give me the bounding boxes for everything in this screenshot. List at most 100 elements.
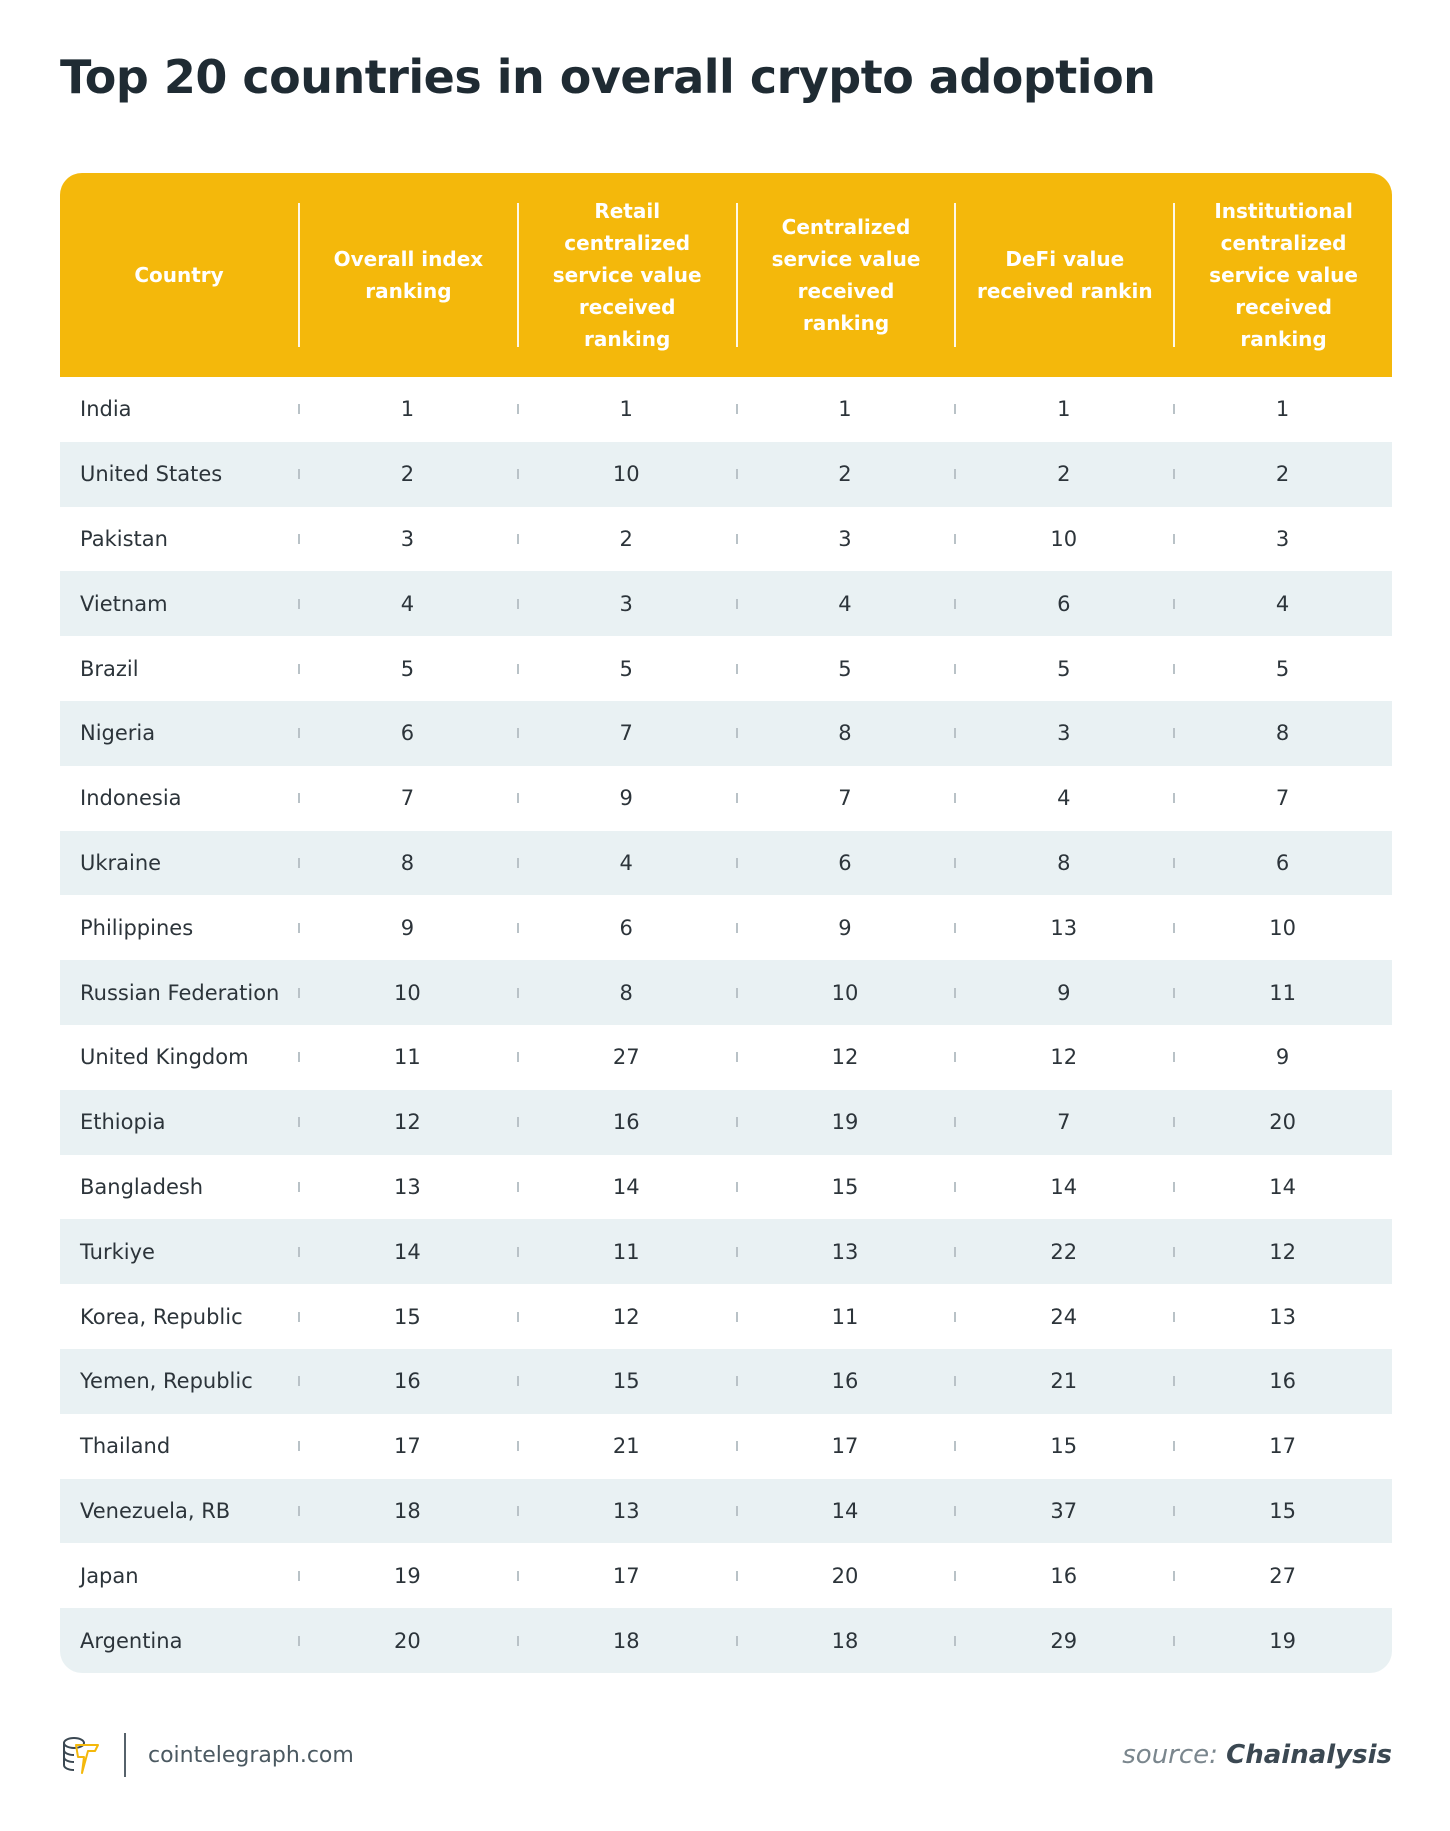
cell-value: 19 <box>1269 1628 1296 1653</box>
cell-centralized: 3 <box>735 507 955 572</box>
cell-value: United Kingdom <box>80 1045 249 1070</box>
cell-value: 2 <box>619 526 633 551</box>
cell-centralized: 20 <box>735 1543 955 1608</box>
cell-value: Yemen, Republic <box>80 1369 253 1394</box>
cell-value: 13 <box>831 1239 859 1264</box>
table-row: Philippines 9 6 9 13 10 <box>60 895 1392 960</box>
cell-overall: 8 <box>298 831 517 896</box>
cell-value: 22 <box>1050 1239 1078 1264</box>
cell-value: 19 <box>831 1110 859 1135</box>
cell-value: 21 <box>612 1434 640 1459</box>
cell-value: India <box>80 397 132 422</box>
cell-value: 11 <box>1269 980 1296 1005</box>
brand: cointelegraph.com <box>60 1733 354 1777</box>
cell-value: 7 <box>1057 1110 1071 1135</box>
cell-retail: 1 <box>516 377 736 442</box>
column-separator <box>516 1052 519 1063</box>
cell-institutional: 4 <box>1173 571 1392 636</box>
cell-overall: 18 <box>298 1479 517 1544</box>
cell-value: 1 <box>1275 397 1290 422</box>
rankings-table: Country Overall index ranking Retail cen… <box>60 173 1392 1673</box>
cell-value: 3 <box>1057 721 1071 746</box>
column-separator <box>735 1246 738 1257</box>
cell-value: 3 <box>1275 526 1290 551</box>
cell-country: Japan <box>60 1543 298 1608</box>
cell-overall: 12 <box>298 1090 517 1155</box>
cell-value: 12 <box>1269 1239 1296 1264</box>
column-separator <box>735 1441 738 1452</box>
column-separator <box>298 1376 300 1387</box>
cell-value: 1 <box>400 397 415 422</box>
cell-overall: 6 <box>298 701 517 766</box>
cell-retail: 21 <box>516 1414 736 1479</box>
column-separator <box>735 987 738 998</box>
cell-value: 11 <box>394 1045 421 1070</box>
cell-value: 9 <box>838 915 852 940</box>
column-separator <box>954 1052 957 1063</box>
cell-country: Brazil <box>60 636 298 701</box>
cell-value: 20 <box>831 1563 859 1588</box>
cell-value: Turkiye <box>80 1239 155 1264</box>
cell-country: United Kingdom <box>60 1025 298 1090</box>
column-separator <box>954 987 957 998</box>
cell-value: Argentina <box>80 1628 183 1653</box>
cell-retail: 16 <box>516 1090 736 1155</box>
cell-centralized: 10 <box>735 960 955 1025</box>
column-separator <box>954 1181 957 1192</box>
column-separator <box>298 1441 300 1452</box>
cell-country: Pakistan <box>60 507 298 572</box>
column-separator <box>516 1441 519 1452</box>
cell-retail: 7 <box>516 701 736 766</box>
cointelegraph-logo-icon <box>63 1737 99 1774</box>
cell-value: 17 <box>831 1434 859 1459</box>
cell-retail: 4 <box>516 831 736 896</box>
column-separator <box>1173 1376 1176 1387</box>
table-row: Bangladesh 13 14 15 14 14 <box>60 1155 1392 1220</box>
cell-retail: 12 <box>516 1284 736 1349</box>
cell-value: 15 <box>1050 1434 1078 1459</box>
cell-value: 11 <box>612 1239 640 1264</box>
cell-centralized: 16 <box>735 1349 955 1414</box>
column-separator <box>735 1376 738 1387</box>
cell-value: Brazil <box>80 656 139 681</box>
cell-retail: 10 <box>516 442 736 507</box>
cell-institutional: 11 <box>1173 960 1392 1025</box>
table-row: Russian Federation 10 8 10 9 11 <box>60 960 1392 1025</box>
source-prefix: source: <box>1122 1740 1218 1770</box>
site-link[interactable]: cointelegraph.com <box>148 1742 354 1768</box>
cell-value: 20 <box>1269 1110 1296 1135</box>
footer: cointelegraph.com source: Chainalysis <box>60 1730 1392 1780</box>
cell-institutional: 15 <box>1173 1479 1392 1544</box>
column-separator <box>1173 469 1176 480</box>
column-separator <box>1173 857 1176 868</box>
cell-institutional: 19 <box>1173 1608 1392 1673</box>
cell-institutional: 16 <box>1173 1349 1392 1414</box>
cell-value: 19 <box>394 1563 421 1588</box>
column-separator <box>298 922 300 933</box>
cell-value: 14 <box>394 1239 421 1264</box>
cell-retail: 13 <box>516 1479 736 1544</box>
column-separator <box>516 598 519 609</box>
column-separator <box>1173 1441 1176 1452</box>
cell-value: 4 <box>400 591 415 616</box>
cell-overall: 10 <box>298 960 517 1025</box>
column-separator <box>954 1441 957 1452</box>
cell-value: 6 <box>1057 591 1071 616</box>
table-body: India 1 1 1 1 1 United States 2 10 2 2 2 Pakistan 3 2 3… <box>60 377 1392 1673</box>
column-separator <box>954 533 957 544</box>
column-separator <box>1173 1246 1176 1257</box>
cell-value: 1 <box>619 397 633 422</box>
cell-value: Ethiopia <box>80 1110 166 1135</box>
cell-value: 8 <box>400 850 415 875</box>
table-row: Yemen, Republic 16 15 16 21 16 <box>60 1348 1392 1414</box>
cell-centralized: 6 <box>735 831 955 896</box>
cell-country: Venezuela, RB <box>60 1479 298 1544</box>
cell-value: 10 <box>1050 526 1078 551</box>
cell-institutional: 14 <box>1173 1155 1392 1220</box>
column-separator <box>1173 1117 1176 1128</box>
cell-retail: 9 <box>516 766 736 831</box>
column-separator <box>516 1635 519 1646</box>
column-separator <box>735 728 738 739</box>
cell-value: 9 <box>1057 980 1071 1005</box>
column-separator <box>516 1311 519 1322</box>
